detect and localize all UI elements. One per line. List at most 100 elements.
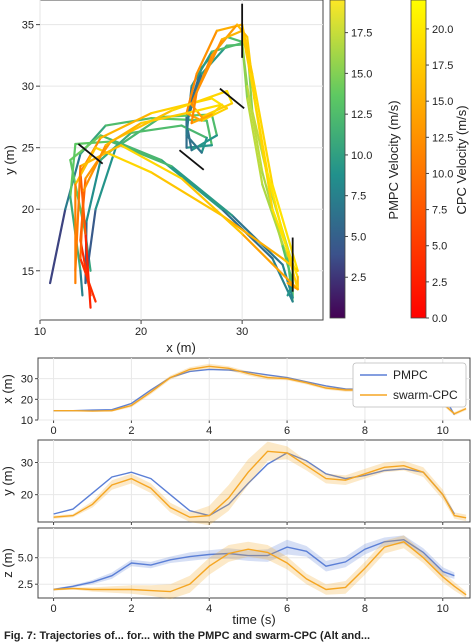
- swarm-cpc-trajectory-segment: [119, 144, 183, 180]
- time-tick-label: 10: [437, 425, 449, 437]
- time-x-label: time (s): [232, 612, 275, 627]
- trajectory-y-tick-label: 20: [22, 204, 34, 216]
- pmpc-trajectory-segment: [99, 134, 163, 162]
- value-tick-label: 10: [21, 415, 33, 427]
- swarm-cpc-uncertainty-band: [53, 363, 467, 416]
- colorbar-tick-label: 2.5: [351, 272, 366, 284]
- value-tick-label: 30: [21, 458, 33, 470]
- value-tick-label: 20: [21, 490, 33, 502]
- swarm-cpc-trajectory-segment: [150, 171, 224, 217]
- trajectory-y-tick-label: 15: [22, 266, 34, 278]
- swarm-cpc-trajectory-segment: [104, 121, 143, 147]
- cpc-colorbar-ticks: 0.0 2.5 5.0 7.5 10.0 12.5 15.0 17.5 20.0: [426, 24, 453, 325]
- pmpc-trajectory-segment: [205, 119, 213, 147]
- swarm-cpc-trajectory-segment: [220, 29, 244, 41]
- gate-markers: [77, 3, 294, 292]
- colorbar-tick-label: 12.5: [351, 109, 372, 121]
- pmpc-trajectory-segment: [104, 117, 153, 127]
- colorbar-tick-label: 17.5: [432, 60, 453, 72]
- gate-marker: [77, 143, 104, 165]
- y-vs-time-y-label: y (m): [0, 466, 15, 496]
- cpc-colorbar: [410, 0, 427, 319]
- swarm-cpc-trajectory-segment: [266, 171, 289, 254]
- time-tick-label: 8: [362, 425, 368, 437]
- swarm-cpc-trajectory-segment: [180, 177, 244, 235]
- x-vs-time-y-label: x (m): [0, 374, 15, 404]
- swarm-cpc-trajectory-segment: [210, 103, 224, 116]
- trajectory-x-tick-label: 30: [236, 326, 248, 338]
- value-tick-label: 30: [21, 374, 33, 386]
- colorbar-tick-label: 17.5: [351, 28, 372, 40]
- swarm-cpc-uncertainty-band: [53, 441, 467, 526]
- z-vs-time-plot: z (m) time (s) 0 2 4 6 8 10 2.5 5.0: [0, 527, 471, 627]
- swarm-cpc-trajectory-segment: [82, 144, 107, 192]
- swarm-cpc-trajectory-segment: [195, 29, 218, 75]
- pmpc-colorbar-label: PMPC Velocity (m/s): [386, 100, 401, 219]
- pmpc-trajectory-segment: [185, 134, 203, 154]
- colorbar-tick-label: 7.5: [351, 191, 366, 203]
- value-tick-label: 5.0: [18, 553, 33, 565]
- pmpc-trajectory-segment: [160, 158, 224, 211]
- trajectory-y-tick-label: 30: [22, 81, 34, 93]
- time-tick-label: 6: [284, 603, 290, 615]
- pmpc-trajectory-segment: [246, 85, 264, 174]
- pmpc-trajectory-segment: [85, 158, 102, 223]
- gate-marker: [178, 149, 205, 171]
- swarm-cpc-trajectory-segment: [79, 189, 85, 260]
- trajectory-lines: [49, 23, 299, 309]
- pmpc-trajectory-segment: [99, 131, 133, 162]
- figure-caption: Fig. 7: Trajectories of... for... with t…: [4, 630, 370, 642]
- pmpc-line: [53, 452, 455, 517]
- time-tick-label: 8: [362, 603, 368, 615]
- colorbar-tick-label: 15.0: [432, 96, 453, 108]
- swarm-cpc-trajectory-segment: [190, 103, 224, 114]
- legend-pmpc-label: PMPC: [393, 368, 428, 382]
- pmpc-trajectory-segment: [170, 165, 234, 217]
- swarm-cpc-trajectory-segment: [241, 29, 252, 75]
- swarm-cpc-line: [53, 450, 467, 519]
- trajectory-x-tick-label: 10: [34, 326, 46, 338]
- colorbar-tick-label: 5.0: [351, 231, 366, 243]
- value-tick-label: 20: [21, 394, 33, 406]
- pmpc-colorbar: [329, 0, 346, 319]
- pmpc-trajectory-segment: [180, 124, 208, 139]
- colorbar-tick-label: 5.0: [432, 241, 447, 253]
- pmpc-line: [53, 538, 455, 591]
- time-tick-label: 4: [206, 425, 212, 437]
- trajectory-x-label: x (m): [166, 340, 196, 355]
- pmpc-colorbar-ticks: 2.5 5.0 7.5 10.0 12.5 15.0 17.5: [345, 28, 372, 284]
- pmpc-trajectory-segment: [94, 146, 117, 211]
- swarm-cpc-uncertainty-band: [53, 535, 467, 600]
- colorbar-tick-label: 10.0: [432, 168, 453, 180]
- colorbar-tick-label: 12.5: [432, 132, 453, 144]
- pmpc-trajectory-segment: [281, 263, 294, 299]
- pmpc-trajectory-segment: [129, 124, 183, 135]
- colorbar-tick-label: 20.0: [432, 24, 453, 36]
- legend-cpc-label: swarm-CPC: [393, 388, 458, 402]
- value-tick-label: 2.5: [18, 579, 33, 591]
- colorbar-tick-label: 10.0: [351, 150, 372, 162]
- trajectory-x-tick-label: 20: [135, 326, 147, 338]
- time-tick-label: 2: [128, 425, 134, 437]
- swarm-cpc-trajectory-segment: [185, 72, 198, 115]
- swarm-cpc-trajectory-segment: [241, 232, 299, 291]
- pmpc-trajectory-segment: [271, 257, 294, 303]
- pmpc-trajectory-segment: [49, 208, 67, 285]
- swarm-cpc-trajectory-segment: [74, 165, 82, 272]
- pmpc-trajectory-segment: [200, 136, 208, 154]
- y-vs-time-area: [37, 439, 471, 523]
- pmpc-trajectory-segment: [69, 134, 102, 162]
- trajectory-y-label: y (m): [2, 145, 17, 175]
- swarm-cpc-line: [53, 541, 467, 596]
- swarm-cpc-trajectory-segment: [139, 110, 193, 125]
- swarm-cpc-trajectory-segment: [220, 214, 284, 260]
- pmpc-trajectory-segment: [225, 35, 244, 43]
- swarm-cpc-trajectory-segment: [249, 72, 269, 174]
- trajectory-y-tick-label: 35: [22, 20, 34, 32]
- time-tick-label: 0: [51, 425, 57, 437]
- swarm-cpc-trajectory-segment: [190, 91, 198, 125]
- trajectory-x-ticks: 10 20 30: [34, 320, 248, 338]
- legend: PMPC swarm-CPC: [352, 362, 467, 408]
- swarm-cpc-trajectory-segment: [251, 72, 274, 186]
